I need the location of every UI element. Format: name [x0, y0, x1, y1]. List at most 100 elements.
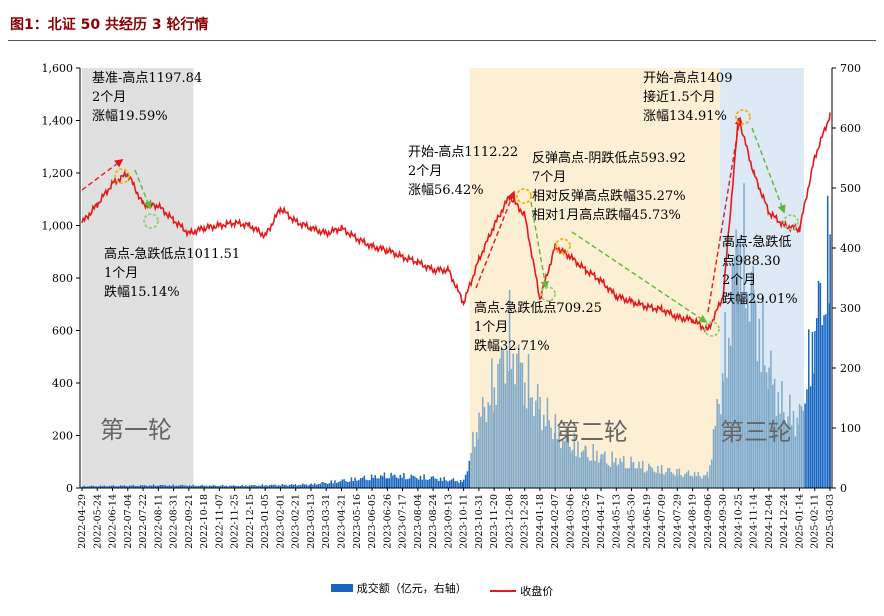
volume-bar [343, 479, 345, 488]
volume-bar [294, 484, 297, 488]
volume-bar [119, 485, 122, 488]
volume-bar [299, 485, 302, 488]
volume-bar [239, 485, 242, 488]
volume-bar [203, 485, 206, 488]
x-tick-label: 2024-06-19 [642, 494, 653, 549]
volume-bar [826, 195, 829, 488]
volume-bar [495, 404, 497, 488]
volume-bar [580, 451, 583, 488]
volume-bar [347, 482, 349, 488]
volume-bar [454, 481, 456, 488]
volume-bar [748, 321, 751, 488]
volume-bar [821, 325, 823, 488]
volume-bar [151, 485, 153, 488]
trough-marker [540, 286, 556, 302]
volume-bar [461, 481, 464, 488]
volume-bar [760, 372, 762, 488]
volume-bar [798, 404, 801, 488]
volume-bar [356, 480, 358, 488]
legend: 成交额（亿元，右轴） 收盘价 [0, 580, 884, 599]
volume-bar [724, 312, 726, 488]
volume-bar [536, 384, 539, 488]
volume-bar [470, 453, 472, 488]
left-tick-label: 200 [52, 430, 73, 443]
trough-marker [783, 214, 799, 230]
volume-bar [365, 479, 367, 488]
right-tick-label: 300 [840, 302, 861, 315]
volume-bar [220, 485, 222, 488]
volume-bar [416, 478, 418, 488]
volume-bar [290, 484, 293, 488]
x-tick-label: 2024-12-04 [764, 494, 775, 549]
volume-bar [209, 485, 211, 488]
volume-bar [746, 293, 749, 488]
volume-bar [439, 477, 442, 488]
volume-bar [517, 344, 520, 488]
volume-bar [141, 485, 144, 488]
volume-bar [272, 484, 275, 488]
volume-bar [132, 484, 135, 488]
left-tick-label: 800 [52, 272, 73, 285]
x-tick-label: 2024-09-06 [703, 494, 714, 549]
volume-bar [753, 290, 755, 488]
volume-bar [762, 295, 764, 488]
volume-bar [419, 475, 422, 488]
volume-bar [567, 437, 569, 488]
volume-bar [485, 422, 488, 488]
volume-bar [643, 472, 646, 488]
volume-bar [541, 429, 543, 488]
volume-bar [516, 353, 518, 488]
volume-bar [646, 470, 648, 488]
volume-bar [165, 485, 167, 488]
volume-bar [617, 464, 620, 488]
annotation-line: 7个月 [532, 170, 566, 185]
volume-bar [648, 463, 650, 488]
x-tick-label: 2024-09-30 [718, 494, 729, 549]
volume-bar [497, 364, 499, 488]
volume-bar [107, 486, 109, 488]
annotation-7: 高点-急跌低点988.30 2个月跌幅29.01% [722, 234, 798, 307]
annotation-line: 开始-高点1409 [643, 70, 732, 86]
volume-bar [257, 485, 260, 488]
volume-bar [741, 295, 743, 488]
volume-bar [623, 455, 625, 488]
x-tick-label: 2025-02-11 [810, 494, 821, 549]
volume-bar [265, 485, 267, 488]
annotation-line: 1个月 [474, 320, 508, 335]
volume-bar [408, 478, 411, 488]
legend-label-volume: 成交额（亿元，右轴） [356, 582, 467, 595]
volume-bar [254, 485, 256, 488]
volume-bar [571, 450, 574, 488]
volume-bar [806, 389, 808, 488]
volume-bar [811, 332, 814, 488]
volume-bar [548, 420, 551, 488]
volume-bar [199, 485, 202, 488]
volume-bar [668, 468, 671, 488]
volume-bar [401, 477, 403, 488]
volume-bar [339, 481, 342, 488]
volume-bar [394, 474, 396, 488]
volume-bar [539, 397, 541, 488]
volume-bar [386, 478, 389, 488]
volume-bar [682, 476, 684, 488]
volume-bar [101, 486, 104, 488]
volume-bar [423, 474, 425, 488]
volume-bar [110, 485, 113, 488]
volume-bar [312, 484, 314, 488]
trend-arrow-green [751, 127, 786, 214]
volume-bar [653, 471, 656, 488]
volume-bar [607, 465, 610, 488]
x-tick-label: 2024-05-30 [627, 494, 638, 549]
volume-bar [134, 486, 137, 488]
volume-bar [783, 420, 786, 488]
volume-bar [156, 485, 159, 488]
volume-bar [472, 431, 474, 488]
volume-bar [710, 459, 713, 488]
volume-bar [491, 358, 493, 488]
volume-bar [261, 484, 264, 488]
volume-bar [693, 472, 696, 488]
volume-bar [185, 485, 187, 488]
volume-bar [585, 446, 587, 488]
volume-bar [259, 485, 262, 488]
volume-bar [92, 485, 94, 488]
